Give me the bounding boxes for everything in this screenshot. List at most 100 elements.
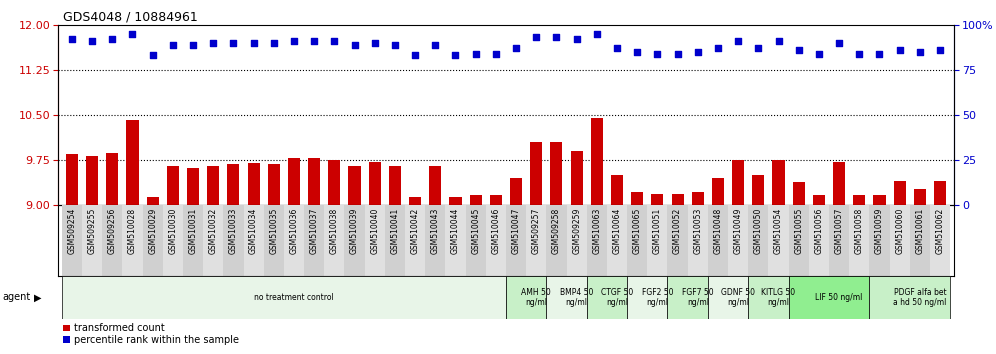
Bar xyxy=(490,195,502,205)
Point xyxy=(932,47,948,53)
Point xyxy=(690,49,706,55)
Point xyxy=(84,38,100,44)
Bar xyxy=(748,276,789,319)
Text: GSM509257: GSM509257 xyxy=(532,207,541,254)
Point xyxy=(105,36,121,42)
Text: GSM510056: GSM510056 xyxy=(815,207,824,254)
Bar xyxy=(571,151,583,205)
Bar xyxy=(930,205,950,276)
Text: GSM510054: GSM510054 xyxy=(774,207,783,254)
Text: GDS4048 / 10884961: GDS4048 / 10884961 xyxy=(63,11,197,24)
Point xyxy=(367,40,382,46)
Bar xyxy=(304,205,325,276)
Bar xyxy=(227,164,239,205)
Text: GSM510046: GSM510046 xyxy=(491,207,500,254)
Text: CTGF 50
ng/ml: CTGF 50 ng/ml xyxy=(601,288,633,307)
Text: GSM510039: GSM510039 xyxy=(350,207,359,254)
Text: GSM510044: GSM510044 xyxy=(451,207,460,254)
Bar xyxy=(854,195,866,205)
Text: GSM510055: GSM510055 xyxy=(794,207,803,254)
Bar xyxy=(591,118,603,205)
Text: GSM510042: GSM510042 xyxy=(410,207,419,254)
Bar xyxy=(243,205,264,276)
Bar xyxy=(789,276,870,319)
Bar xyxy=(429,166,441,205)
Bar xyxy=(934,181,946,205)
Point xyxy=(286,38,302,44)
Bar xyxy=(142,205,162,276)
Text: GSM510048: GSM510048 xyxy=(713,207,722,254)
Bar xyxy=(308,158,321,205)
Text: agent: agent xyxy=(2,292,30,302)
Point xyxy=(165,42,181,47)
Bar xyxy=(288,158,300,205)
Text: GSM510047: GSM510047 xyxy=(512,207,521,254)
Bar xyxy=(86,156,99,205)
Point xyxy=(771,38,787,44)
Bar xyxy=(162,205,183,276)
Text: GSM510057: GSM510057 xyxy=(835,207,844,254)
Bar xyxy=(547,276,587,319)
Bar xyxy=(325,205,345,276)
Bar xyxy=(510,178,522,205)
Point xyxy=(327,38,343,44)
Bar xyxy=(909,205,930,276)
Text: GSM510052: GSM510052 xyxy=(673,207,682,254)
Bar xyxy=(107,153,119,205)
Bar xyxy=(207,166,219,205)
Text: GSM510034: GSM510034 xyxy=(249,207,258,254)
Text: GSM510030: GSM510030 xyxy=(168,207,177,254)
Point xyxy=(730,38,746,44)
Bar xyxy=(123,205,142,276)
Bar xyxy=(708,205,728,276)
Bar xyxy=(384,205,405,276)
Bar xyxy=(651,194,663,205)
Bar xyxy=(223,205,243,276)
Point xyxy=(185,42,201,47)
Point xyxy=(669,51,685,57)
Bar xyxy=(82,205,103,276)
Point xyxy=(750,45,766,51)
Point xyxy=(225,40,241,46)
Point xyxy=(488,51,504,57)
Point xyxy=(811,51,827,57)
Point xyxy=(629,49,645,55)
Text: GSM510064: GSM510064 xyxy=(613,207,622,254)
Text: GSM510053: GSM510053 xyxy=(693,207,702,254)
Bar xyxy=(809,205,829,276)
Bar xyxy=(264,205,284,276)
Text: AMH 50
ng/ml: AMH 50 ng/ml xyxy=(521,288,551,307)
Text: GSM510061: GSM510061 xyxy=(915,207,924,254)
Legend: transformed count, percentile rank within the sample: transformed count, percentile rank withi… xyxy=(63,324,239,345)
Text: FGF7 50
ng/ml: FGF7 50 ng/ml xyxy=(682,288,713,307)
Point xyxy=(872,51,887,57)
Bar xyxy=(813,195,825,205)
Point xyxy=(589,31,605,37)
Bar xyxy=(691,192,704,205)
Point xyxy=(124,31,140,37)
Bar xyxy=(62,276,506,319)
Text: KITLG 50
ng/ml: KITLG 50 ng/ml xyxy=(762,288,796,307)
Bar xyxy=(732,160,744,205)
Text: GSM510037: GSM510037 xyxy=(310,207,319,254)
Bar xyxy=(769,205,789,276)
Text: GDNF 50
ng/ml: GDNF 50 ng/ml xyxy=(721,288,755,307)
Bar xyxy=(409,197,421,205)
Bar xyxy=(203,205,223,276)
Point xyxy=(347,42,363,47)
Bar xyxy=(789,205,809,276)
Point xyxy=(144,53,160,58)
Bar xyxy=(870,276,950,319)
Text: GSM510062: GSM510062 xyxy=(935,207,944,254)
Bar xyxy=(248,163,260,205)
Point xyxy=(508,45,524,51)
Bar xyxy=(62,205,82,276)
Text: FGF2 50
ng/ml: FGF2 50 ng/ml xyxy=(641,288,673,307)
Point xyxy=(852,51,868,57)
Bar xyxy=(850,205,870,276)
Bar xyxy=(667,276,708,319)
Text: GSM510033: GSM510033 xyxy=(229,207,238,254)
Bar xyxy=(833,162,846,205)
Bar xyxy=(829,205,850,276)
Point xyxy=(427,42,443,47)
